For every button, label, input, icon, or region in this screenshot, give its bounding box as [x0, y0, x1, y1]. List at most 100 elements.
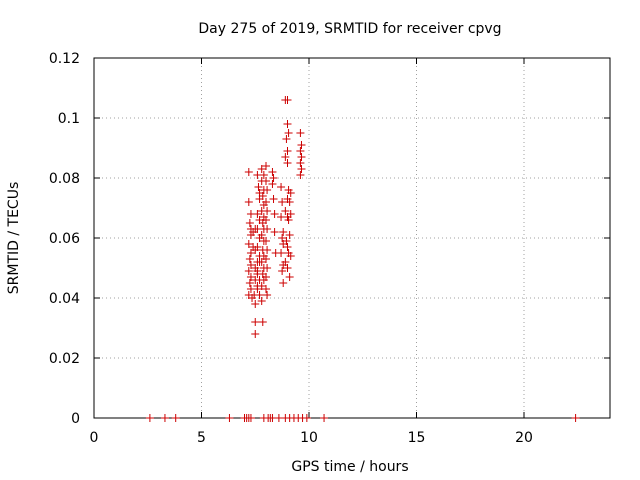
data-point [253, 267, 262, 275]
data-point [262, 198, 270, 206]
data-point [320, 414, 329, 422]
data-point [246, 249, 255, 257]
y-tick-label: 0.08 [49, 171, 80, 187]
data-point [254, 183, 263, 191]
data-point [277, 183, 286, 191]
x-tick-label: 0 [90, 430, 99, 446]
data-point [263, 225, 272, 233]
data-point [296, 159, 305, 167]
data-point [253, 243, 262, 251]
data-point [278, 198, 287, 206]
data-point [244, 240, 253, 248]
data-point [297, 165, 306, 173]
chart-title: Day 275 of 2019, SRMTID for receiver cpv… [198, 21, 501, 37]
data-point [284, 216, 293, 224]
data-point [253, 210, 262, 218]
y-tick-labels: 0 0.02 0.04 0.06 0.08 0.1 0.12 [49, 51, 80, 427]
data-point [246, 414, 255, 422]
data-point [281, 207, 290, 215]
data-point [279, 228, 288, 236]
data-point [268, 180, 277, 188]
data-point [245, 219, 254, 227]
data-point [257, 297, 266, 305]
data-point [283, 147, 292, 155]
data-point [286, 252, 295, 260]
data-point [259, 171, 268, 179]
data-point [285, 273, 294, 281]
data-point [281, 153, 290, 161]
data-point [284, 129, 293, 137]
data-point [278, 267, 287, 275]
data-point [279, 279, 288, 287]
data-point [286, 210, 295, 218]
data-point [262, 285, 270, 293]
data-point [263, 246, 272, 254]
data-point [282, 237, 291, 245]
data-point [225, 414, 234, 422]
data-point [270, 228, 279, 236]
y-tick-label: 0.02 [49, 351, 80, 367]
data-point [263, 291, 272, 299]
data-point [277, 249, 286, 257]
data-point [262, 273, 270, 281]
y-tick-label: 0.12 [49, 51, 80, 67]
data-point [283, 120, 292, 128]
data-point [296, 129, 305, 137]
data-point [245, 279, 254, 287]
data-points [145, 96, 580, 422]
data-point [251, 330, 260, 338]
data-point [283, 159, 292, 167]
data-point [263, 207, 272, 215]
x-tick-label: 5 [197, 430, 206, 446]
data-point [262, 177, 270, 185]
data-point [251, 318, 260, 326]
data-point [268, 168, 277, 176]
data-point [296, 147, 305, 155]
data-point [262, 237, 270, 245]
data-point [262, 216, 270, 224]
data-point [255, 291, 264, 299]
data-point [257, 282, 266, 290]
data-point [246, 261, 255, 269]
data-point [258, 192, 267, 200]
data-point [253, 285, 262, 293]
data-point [257, 231, 266, 239]
data-point [145, 414, 154, 422]
data-point [244, 198, 253, 206]
data-point [281, 258, 290, 266]
data-point [297, 153, 306, 161]
data-point [278, 234, 287, 242]
data-point [283, 243, 292, 251]
data-point [269, 195, 278, 203]
x-tick-label: 20 [515, 430, 533, 446]
data-point [270, 210, 279, 218]
y-axis-label: SRMTID / TECUs [6, 182, 22, 295]
data-point [257, 165, 266, 173]
data-point [269, 174, 278, 182]
data-point [297, 141, 306, 149]
data-point [245, 255, 254, 263]
x-tick-labels: 0 5 10 15 20 [90, 430, 533, 446]
data-point [286, 189, 295, 197]
data-point [246, 273, 255, 281]
data-point [244, 267, 253, 275]
data-point [263, 186, 272, 194]
data-point [283, 96, 292, 104]
y-tick-label: 0.1 [58, 111, 80, 127]
y-tick-label: 0.06 [49, 231, 80, 247]
data-point [285, 198, 294, 206]
plot-frame [93, 57, 611, 419]
x-axis-label: GPS time / hours [291, 459, 408, 475]
data-point [282, 135, 291, 143]
data-point [296, 171, 305, 179]
data-point [258, 318, 267, 326]
y-tick-label: 0.04 [49, 291, 80, 307]
data-point [262, 162, 270, 170]
x-tick-label: 10 [300, 430, 318, 446]
data-point [244, 168, 253, 176]
data-point [283, 264, 292, 272]
x-tick-label: 15 [408, 430, 426, 446]
data-point [251, 300, 260, 308]
